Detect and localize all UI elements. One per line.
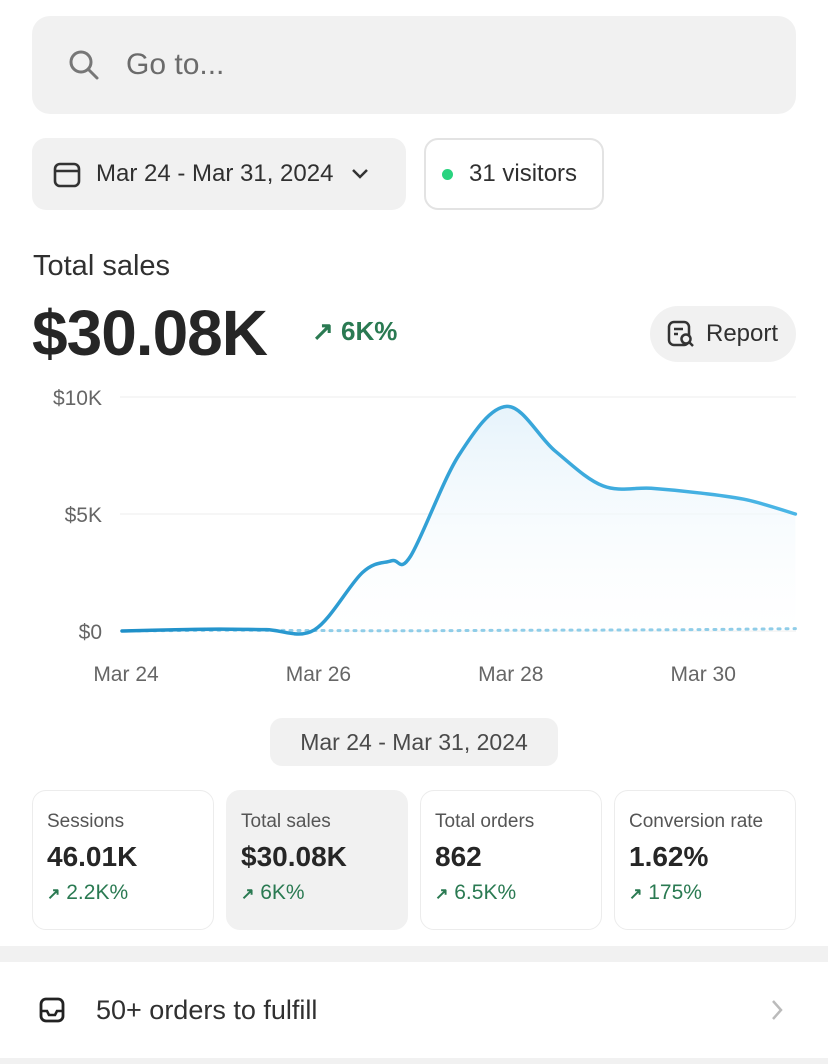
metric-card-total-orders[interactable]: Total orders 862 ↗ 6.5K% xyxy=(420,790,602,930)
date-range-label: Mar 24 - Mar 31, 2024 xyxy=(96,160,334,187)
y-tick-label: $10K xyxy=(53,387,102,410)
summary-title: Total sales xyxy=(33,250,171,282)
chart-legend-range: Mar 24 - Mar 31, 2024 xyxy=(270,718,558,766)
section-divider xyxy=(0,946,828,962)
arrow-up-right-icon: ↗ xyxy=(629,886,643,903)
live-dot-icon xyxy=(442,168,453,180)
area-fill xyxy=(122,406,796,635)
summary-value: $30.08K xyxy=(32,297,268,369)
report-search-icon xyxy=(667,320,694,347)
metric-value: 1.62% xyxy=(629,841,709,872)
y-tick-label: $0 xyxy=(79,621,102,644)
chevron-right-icon xyxy=(772,1000,783,1020)
orders-to-fulfill-label: 50+ orders to fulfill xyxy=(96,994,318,1025)
section-divider xyxy=(0,1058,828,1064)
search-icon xyxy=(69,50,99,80)
metric-label: Total sales xyxy=(241,811,331,832)
visitors-label: 31 visitors xyxy=(469,160,578,187)
report-button[interactable]: Report xyxy=(650,306,796,362)
metric-card-conversion-rate[interactable]: Conversion rate 1.62% ↗ 175% xyxy=(614,790,796,930)
arrow-up-right-icon: ↗ xyxy=(47,886,61,903)
sales-series-line xyxy=(120,404,798,636)
metric-value: $30.08K xyxy=(241,841,347,872)
metric-change: ↗ 175% xyxy=(629,881,702,904)
live-visitors-button[interactable]: 31 visitors xyxy=(424,138,604,210)
calendar-icon xyxy=(53,162,81,188)
metric-card-total-sales[interactable]: Total sales $30.08K ↗ 6K% xyxy=(226,790,408,930)
y-tick-label: $5K xyxy=(65,504,102,527)
sales-chart: $0 $5K $10K Mar 24 Mar 26 Mar 28 Mar 30 xyxy=(53,387,798,686)
summary-change: ↗ 6K% xyxy=(312,316,398,346)
x-tick-label: Mar 30 xyxy=(671,663,736,686)
metric-value: 862 xyxy=(435,841,482,872)
x-tick-label: Mar 26 xyxy=(286,663,351,686)
metric-card-sessions[interactable]: Sessions 46.01K ↗ 2.2K% xyxy=(32,790,214,930)
metric-change: ↗ 2.2K% xyxy=(47,881,129,904)
date-range-picker[interactable]: Mar 24 - Mar 31, 2024 xyxy=(32,138,406,210)
orders-to-fulfill-row[interactable]: 50+ orders to fulfill xyxy=(0,962,828,1058)
metric-label: Total orders xyxy=(435,811,535,832)
x-tick-label: Mar 24 xyxy=(93,663,159,686)
metric-label: Sessions xyxy=(47,811,125,832)
search-input[interactable]: Go to... xyxy=(126,48,225,81)
inbox-icon xyxy=(39,997,65,1023)
metric-value: 46.01K xyxy=(47,841,138,872)
metric-label: Conversion rate xyxy=(629,811,764,832)
search-bar[interactable]: Go to... xyxy=(32,16,796,114)
chevron-down-icon xyxy=(352,169,369,179)
arrow-up-right-icon: ↗ xyxy=(312,316,334,346)
x-tick-label: Mar 28 xyxy=(478,663,543,686)
metric-change: ↗ 6K% xyxy=(241,881,305,904)
arrow-up-right-icon: ↗ xyxy=(435,886,449,903)
metric-change: ↗ 6.5K% xyxy=(435,881,517,904)
arrow-up-right-icon: ↗ xyxy=(241,886,255,903)
report-label: Report xyxy=(706,320,779,347)
